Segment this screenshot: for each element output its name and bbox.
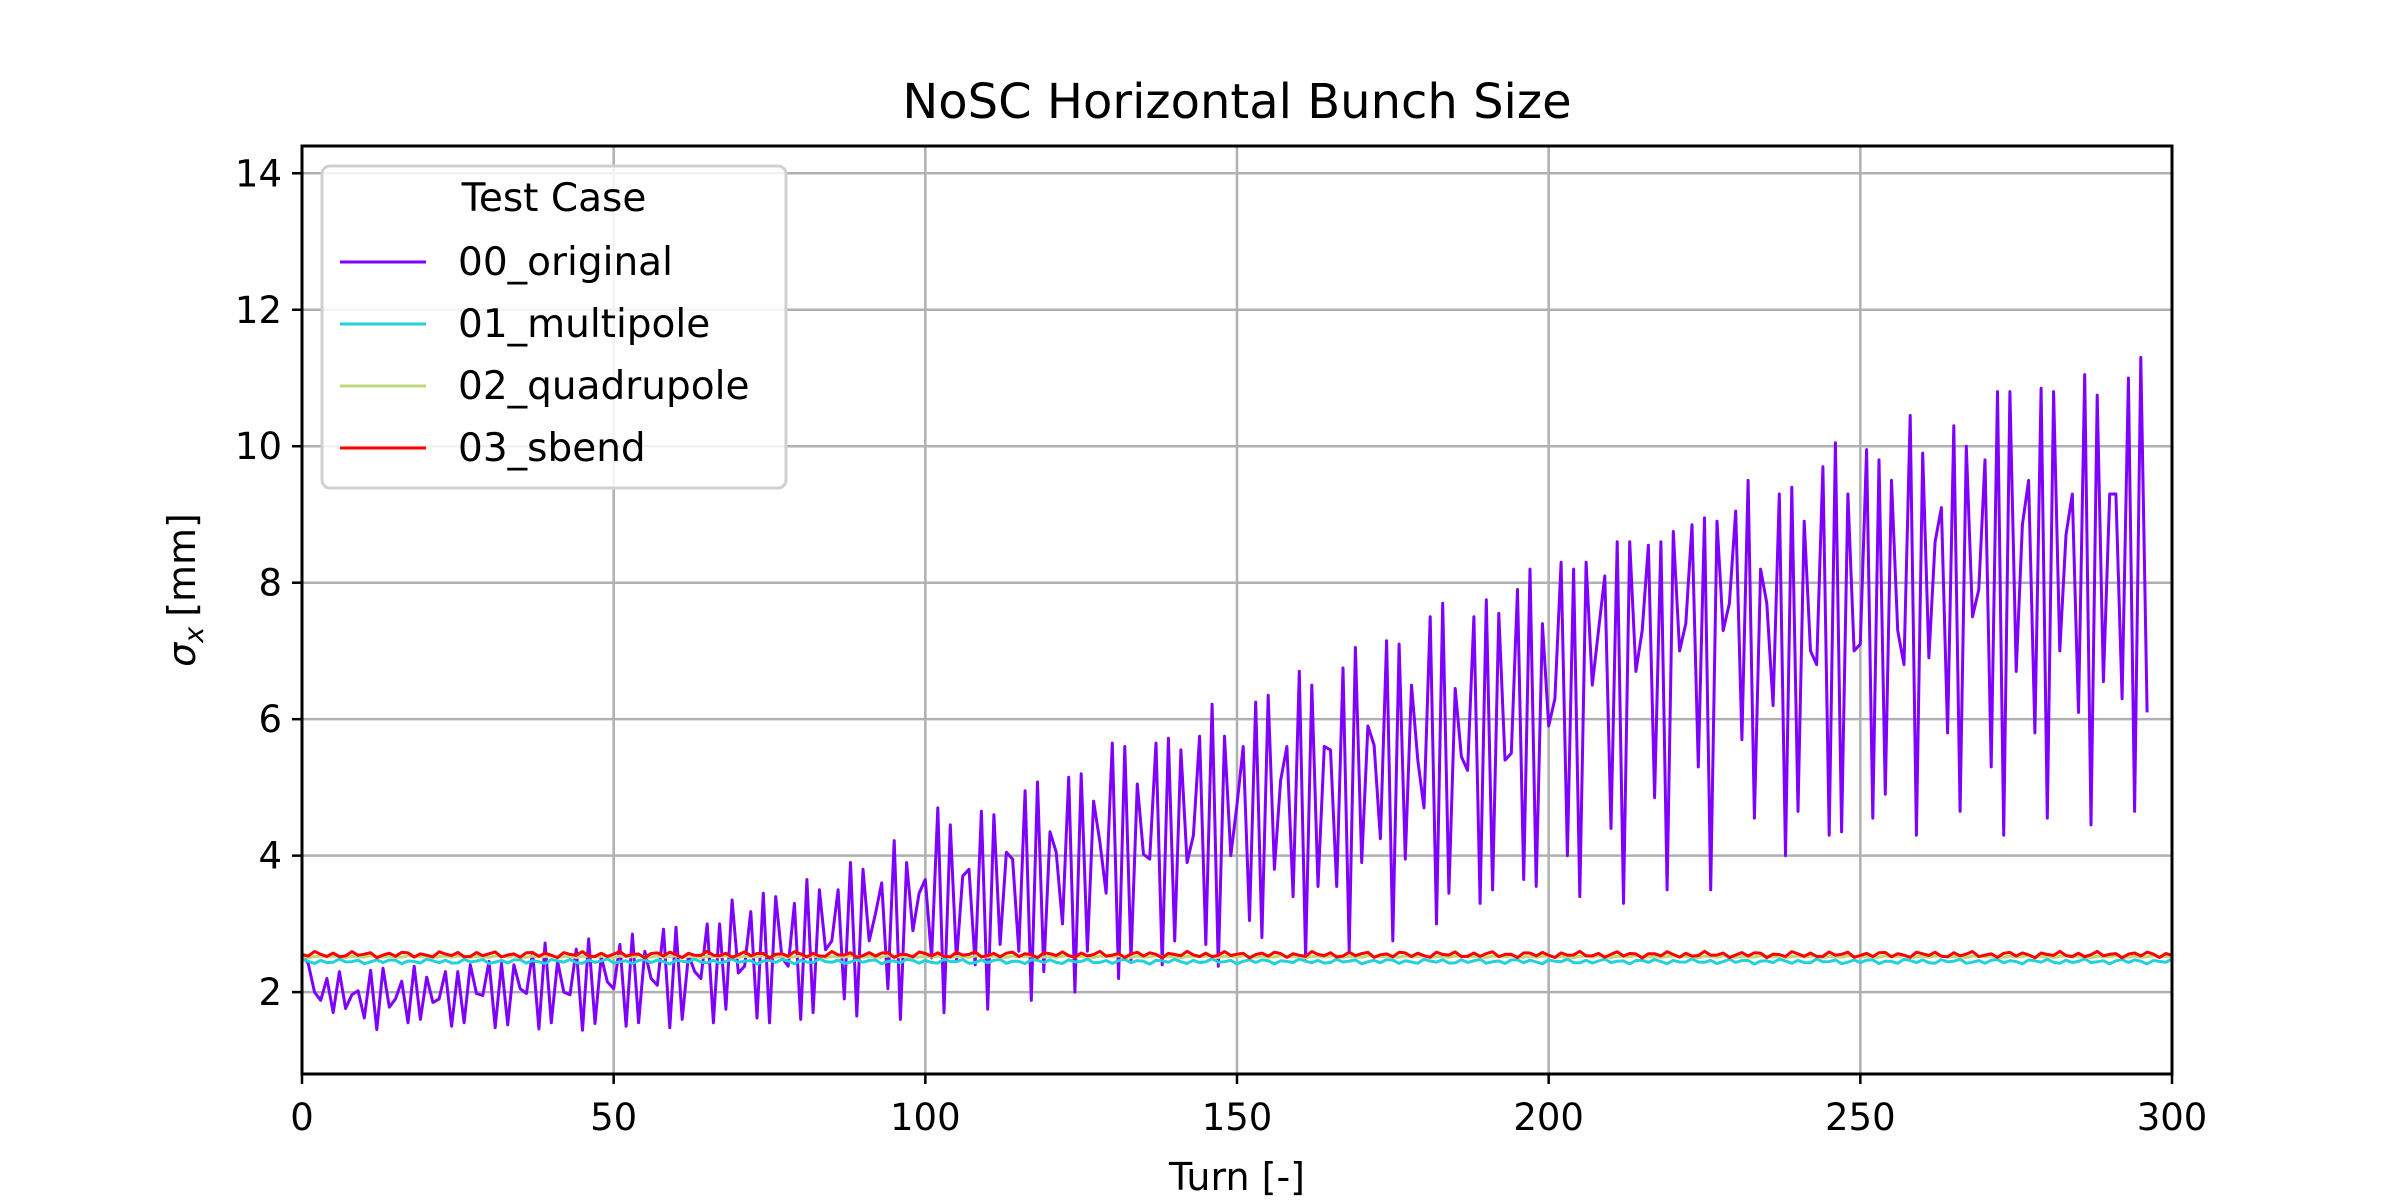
y-tick-label: 8 <box>258 562 282 605</box>
legend-entry: 00_original <box>458 240 673 285</box>
x-tick-label: 300 <box>2137 1096 2208 1139</box>
x-axis-label: Turn [-] <box>1168 1155 1305 1199</box>
y-tick-label: 12 <box>235 289 282 332</box>
x-tick-label: 0 <box>290 1096 314 1139</box>
y-tick-label: 14 <box>235 152 282 195</box>
x-tick-label: 50 <box>590 1096 637 1139</box>
x-tick-label: 200 <box>1513 1096 1584 1139</box>
chart-title: NoSC Horizontal Bunch Size <box>902 74 1571 130</box>
axis-ticks: 0 50 100 150 200 250 300 2 4 6 8 10 12 14 <box>235 152 2207 1139</box>
series-line-00-original <box>300 356 2149 1032</box>
x-tick-label: 150 <box>1202 1096 1273 1139</box>
plot-lines <box>300 356 2173 1032</box>
legend-box <box>320 164 788 490</box>
legend-entry: 01_multipole <box>458 302 710 347</box>
series-line-03-sbend <box>301 949 2173 960</box>
legend-entry: 03_sbend <box>458 426 646 471</box>
legend-title: Test Case <box>461 176 647 221</box>
legend: Test Case 00_original 01_multipole 02_quadr… <box>320 164 788 490</box>
y-tick-label: 10 <box>235 425 282 468</box>
y-axis-label: σx[mm] <box>160 513 210 667</box>
legend-entry: 02_quadrupole <box>458 364 749 409</box>
series-line-02-quadrupole <box>301 954 2173 960</box>
series-line-01-multipole <box>301 957 2173 966</box>
y-tick-label: 2 <box>258 971 282 1014</box>
y-tick-label: 4 <box>258 835 282 878</box>
y-tick-label: 6 <box>258 698 282 741</box>
x-tick-label: 100 <box>890 1096 961 1139</box>
x-tick-label: 250 <box>1825 1096 1896 1139</box>
